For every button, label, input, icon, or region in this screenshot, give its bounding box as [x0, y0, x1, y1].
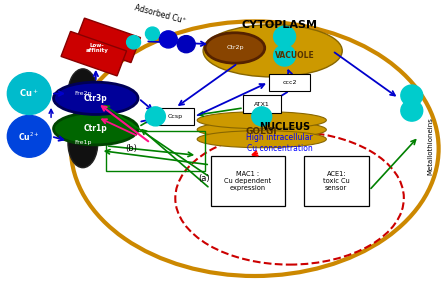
Circle shape: [401, 85, 423, 106]
Text: Ctr3p: Ctr3p: [84, 94, 108, 103]
Ellipse shape: [68, 118, 98, 168]
Text: Ccsp: Ccsp: [168, 114, 183, 119]
Ellipse shape: [53, 112, 138, 145]
Text: Low-
affinity: Low- affinity: [85, 43, 108, 54]
Text: Cu$^{2+}$: Cu$^{2+}$: [19, 130, 40, 143]
Text: Fre1p: Fre1p: [74, 140, 91, 146]
Bar: [156, 108, 194, 125]
Text: MAC1 :
Cu dependent
expression: MAC1 : Cu dependent expression: [224, 171, 271, 191]
Bar: [106, 131, 205, 171]
Text: CYTOPLASM: CYTOPLASM: [242, 20, 318, 30]
Text: ATX1: ATX1: [254, 102, 270, 106]
Circle shape: [145, 107, 165, 126]
Text: (a): (a): [198, 174, 210, 183]
Bar: [269, 74, 310, 91]
Text: NUCLEUS: NUCLEUS: [259, 122, 310, 132]
Text: Ctr1p: Ctr1p: [84, 124, 108, 133]
Circle shape: [401, 100, 423, 121]
Ellipse shape: [53, 82, 138, 115]
Ellipse shape: [197, 121, 326, 138]
Circle shape: [252, 107, 272, 126]
Bar: [304, 156, 369, 206]
Circle shape: [126, 36, 141, 49]
Text: (b): (b): [126, 143, 137, 153]
Circle shape: [274, 45, 296, 66]
Bar: [75, 18, 141, 63]
Circle shape: [8, 116, 51, 157]
Circle shape: [8, 73, 51, 115]
Text: ccc2: ccc2: [282, 80, 297, 85]
Text: GOLGI: GOLGI: [246, 127, 278, 136]
Ellipse shape: [197, 131, 326, 148]
Text: ACE1:
toxic Cu
sensor: ACE1: toxic Cu sensor: [323, 171, 350, 191]
Circle shape: [160, 31, 177, 48]
Ellipse shape: [68, 69, 98, 118]
Circle shape: [145, 27, 160, 40]
Text: High intracellular
Cu concentration: High intracellular Cu concentration: [246, 133, 313, 153]
Bar: [61, 31, 126, 76]
Circle shape: [177, 36, 195, 53]
Bar: [243, 95, 281, 112]
Ellipse shape: [71, 21, 438, 276]
Circle shape: [274, 26, 296, 47]
Ellipse shape: [203, 25, 342, 77]
Text: VACUOLE: VACUOLE: [274, 51, 314, 60]
Text: Cu$^+$: Cu$^+$: [19, 88, 39, 99]
Text: Fre2p: Fre2p: [74, 91, 91, 96]
Text: Metallothioneins: Metallothioneins: [428, 117, 434, 175]
Text: Adsorbed Cu⁺: Adsorbed Cu⁺: [133, 4, 187, 26]
Ellipse shape: [205, 33, 265, 63]
Text: Ctr2p: Ctr2p: [226, 46, 244, 50]
Bar: [210, 156, 285, 206]
Ellipse shape: [197, 112, 326, 129]
